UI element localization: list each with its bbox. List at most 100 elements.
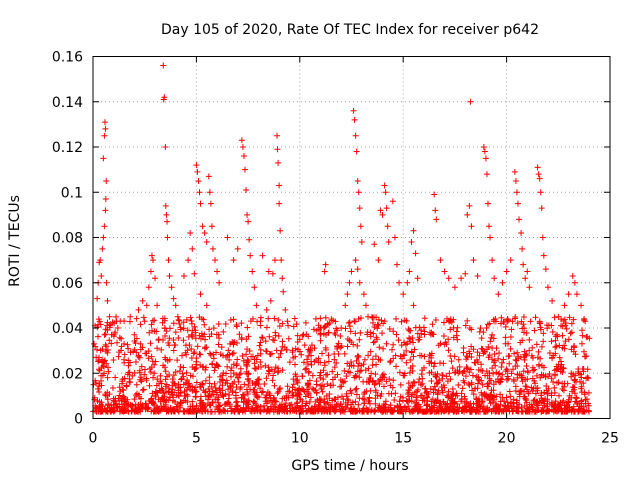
data-point	[536, 319, 543, 326]
data-point	[419, 375, 426, 382]
data-point	[436, 400, 443, 407]
data-point	[171, 389, 178, 396]
data-point	[565, 336, 572, 343]
data-point	[562, 338, 569, 345]
data-point	[560, 387, 567, 394]
data-point	[387, 382, 394, 389]
data-point	[345, 319, 352, 326]
data-point	[146, 382, 153, 389]
data-point	[380, 345, 387, 352]
data-point	[262, 394, 269, 401]
data-point	[186, 342, 193, 349]
data-point	[537, 324, 544, 331]
data-point	[366, 394, 373, 401]
data-point	[396, 369, 403, 376]
data-point	[389, 346, 396, 353]
data-point	[505, 403, 512, 410]
data-point	[220, 328, 227, 335]
data-point	[230, 370, 237, 377]
data-point	[324, 399, 331, 406]
data-point	[438, 383, 445, 390]
data-point	[471, 359, 478, 366]
data-point	[497, 391, 504, 398]
data-point	[451, 353, 458, 360]
data-point	[100, 363, 107, 370]
data-point	[121, 407, 128, 414]
y-tick-label: 0.02	[52, 366, 83, 382]
data-point	[229, 338, 236, 345]
data-point	[510, 396, 517, 403]
data-point	[116, 334, 123, 341]
data-point	[508, 326, 515, 333]
data-point	[468, 354, 475, 361]
data-point	[395, 337, 402, 344]
data-point	[251, 365, 258, 372]
data-point	[268, 350, 275, 357]
data-point	[485, 343, 492, 350]
data-point	[521, 356, 528, 363]
data-point	[468, 326, 475, 333]
data-point	[322, 314, 329, 321]
x-tick-label: 25	[601, 431, 619, 447]
data-point	[548, 322, 555, 329]
data-point	[343, 373, 350, 380]
data-point	[496, 350, 503, 357]
data-point	[445, 317, 452, 324]
data-point	[452, 369, 459, 376]
data-point	[278, 404, 285, 411]
data-point	[396, 398, 403, 405]
data-point	[96, 388, 103, 395]
data-point	[116, 408, 123, 415]
data-point	[514, 363, 521, 370]
data-point	[579, 407, 586, 414]
data-point	[110, 356, 117, 363]
data-point	[195, 407, 202, 414]
data-point	[404, 340, 411, 347]
data-point	[504, 402, 511, 409]
data-point	[561, 345, 568, 352]
data-point	[170, 320, 177, 327]
data-point	[284, 405, 291, 412]
data-point	[217, 373, 224, 380]
data-point	[313, 327, 320, 334]
data-point	[250, 386, 257, 393]
data-point	[341, 378, 348, 385]
data-point	[239, 391, 246, 398]
data-point	[378, 317, 385, 324]
data-point	[184, 327, 191, 334]
data-point	[136, 354, 143, 361]
data-point	[558, 322, 565, 329]
data-point	[440, 360, 447, 367]
data-point	[193, 402, 200, 409]
data-point	[183, 379, 190, 386]
data-point	[234, 340, 241, 347]
data-point	[332, 331, 339, 338]
data-point	[314, 396, 321, 403]
data-point	[421, 315, 428, 322]
data-point	[458, 395, 465, 402]
data-point	[265, 364, 272, 371]
data-point	[552, 344, 559, 351]
data-point	[237, 385, 244, 392]
y-tick-labels: 0 0.02 0.04 0.06 0.08 0.1 0.12 0.14 0.16	[52, 50, 83, 428]
data-point	[354, 342, 361, 349]
data-point	[158, 346, 165, 353]
data-point	[137, 374, 144, 381]
data-point	[546, 371, 553, 378]
data-point	[538, 371, 545, 378]
data-point	[549, 354, 556, 361]
data-point	[369, 362, 376, 369]
data-point	[469, 387, 476, 394]
data-point	[356, 407, 363, 414]
data-point	[541, 398, 548, 405]
x-tick-label: 5	[192, 431, 201, 447]
data-point	[371, 323, 378, 330]
data-point	[293, 321, 300, 328]
data-point	[243, 362, 250, 369]
data-point	[234, 398, 241, 405]
data-point	[476, 352, 483, 359]
y-axis-label: ROTI / TECUs	[7, 195, 23, 287]
data-point	[183, 316, 190, 323]
data-point	[418, 330, 425, 337]
data-point	[464, 317, 471, 324]
